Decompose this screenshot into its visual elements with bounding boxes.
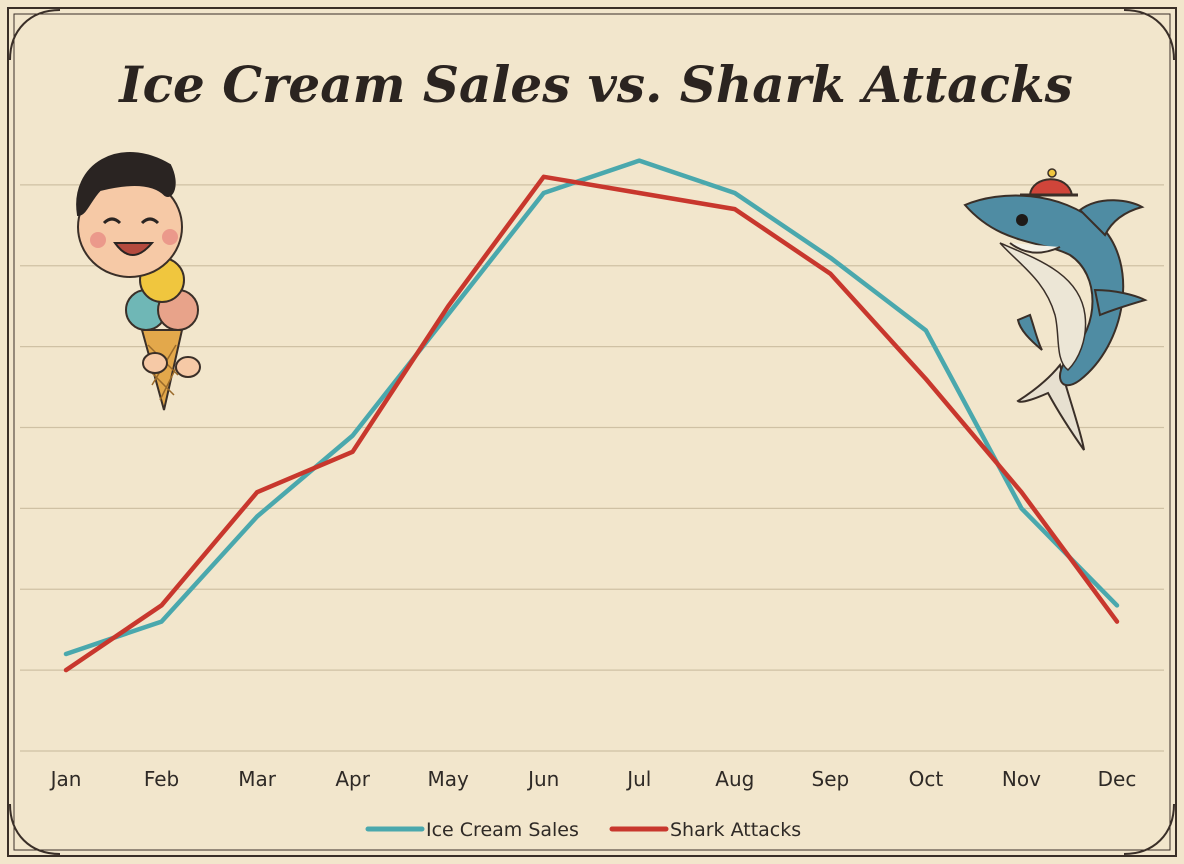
x-tick-label: Apr [335, 767, 370, 791]
series-line-ice-cream-sales [63, 158, 1120, 657]
corner-ornament-icon [9, 9, 1175, 855]
x-tick-label: Feb [144, 767, 179, 791]
legend: Ice Cream Sales Shark Attacks [365, 819, 801, 841]
x-tick-label: Mar [238, 767, 277, 791]
chart-title: Ice Cream Sales vs. Shark Attacks [117, 55, 1073, 114]
series-layer [63, 158, 1120, 673]
cartoon-shark-with-cap-icon [963, 168, 1148, 451]
x-tick-label: May [428, 767, 470, 791]
x-tick-label: Dec [1098, 767, 1137, 791]
x-tick-label: Jan [49, 767, 82, 791]
x-tick-label: Oct [909, 767, 944, 791]
legend-label: Ice Cream Sales [426, 819, 579, 841]
grid-lines [20, 184, 1164, 752]
outer-frame [7, 7, 1177, 857]
x-tick-label: Nov [1002, 767, 1041, 791]
x-tick-label: Aug [715, 767, 754, 791]
legend-label: Shark Attacks [670, 819, 801, 841]
series-line-shark-attacks [63, 174, 1120, 673]
boy-with-ice-cream-cone-icon [76, 152, 201, 411]
inner-frame [13, 13, 1171, 851]
x-tick-label: Jun [526, 767, 559, 791]
x-tick-label: Jul [625, 767, 651, 791]
x-tick-label: Sep [812, 767, 850, 791]
x-axis-tick-labels: Jan Feb Mar Apr May Jun Jul Aug Sep Oct Nov Dec [49, 767, 1137, 791]
